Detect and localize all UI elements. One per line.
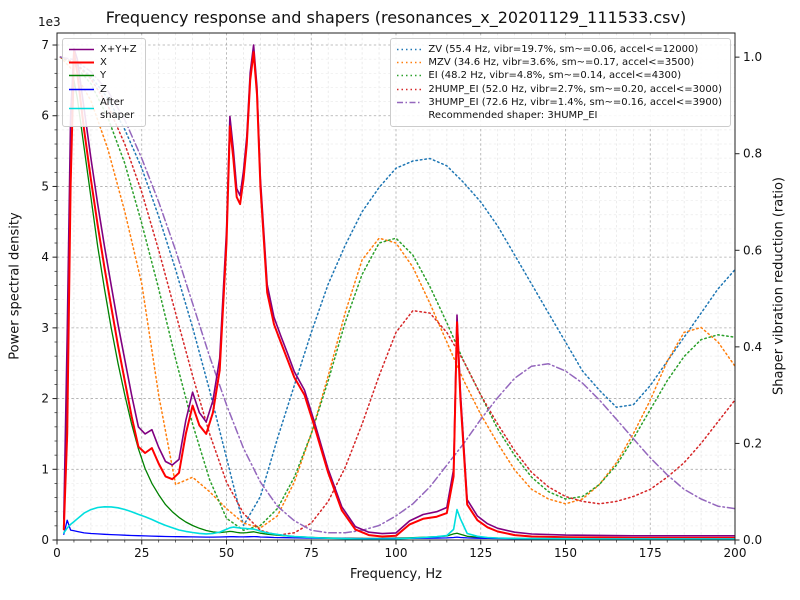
legend-line-sample xyxy=(397,48,423,51)
svg-text:0.2: 0.2 xyxy=(743,436,762,450)
legend-label: Recommended shaper: 3HUMP_EI xyxy=(428,109,598,121)
chart-title: Frequency response and shapers (resonanc… xyxy=(105,8,687,27)
svg-text:6: 6 xyxy=(41,109,49,123)
legend-entry: 2HUMP_EI (52.0 Hz, vibr=2.7%, sm~=0.20, … xyxy=(396,83,722,96)
legend-line-sample xyxy=(397,75,423,77)
svg-text:7: 7 xyxy=(41,38,49,52)
legend-entry: EI (48.2 Hz, vibr=4.8%, sm~=0.14, accel<… xyxy=(396,69,722,82)
svg-text:175: 175 xyxy=(639,546,662,560)
svg-text:1.0: 1.0 xyxy=(743,50,762,64)
legend-line-sample xyxy=(69,88,94,90)
legend-entry: Recommended shaper: 3HUMP_EI xyxy=(396,109,722,122)
svg-text:0: 0 xyxy=(53,546,61,560)
svg-text:3: 3 xyxy=(41,321,49,335)
svg-text:0.4: 0.4 xyxy=(743,340,762,354)
svg-text:1: 1 xyxy=(41,462,49,476)
legend-label: ZV (55.4 Hz, vibr=19.7%, sm~=0.06, accel… xyxy=(428,44,699,55)
legend-line-sample xyxy=(69,48,94,51)
svg-text:75: 75 xyxy=(304,546,319,560)
y-axis-label-left: Power spectral density xyxy=(7,212,23,360)
y-axis-offset-text: 1e3 xyxy=(38,15,61,29)
legend-label: After shaper xyxy=(100,96,135,121)
svg-text:50: 50 xyxy=(219,546,234,560)
series-2HUMP_EI xyxy=(59,56,735,536)
legend-entry: 3HUMP_EI (72.6 Hz, vibr=1.4%, sm~=0.16, … xyxy=(396,96,722,109)
legend-shapers: ZV (55.4 Hz, vibr=19.7%, sm~=0.06, accel… xyxy=(390,38,731,128)
svg-text:0.0: 0.0 xyxy=(743,533,762,547)
series-3HUMP_EI xyxy=(59,56,735,534)
svg-text:100: 100 xyxy=(385,546,408,560)
legend-entry: Z xyxy=(68,83,137,96)
legend-label: X xyxy=(100,57,107,69)
legend-entry: X xyxy=(68,56,137,69)
legend-line-sample xyxy=(69,61,94,64)
legend-blank xyxy=(396,110,423,121)
y-axis-label-right: Shaper vibration reduction (ratio) xyxy=(771,177,787,395)
legend-entry: X+Y+Z xyxy=(68,43,137,56)
series-Y xyxy=(63,79,735,540)
series-MZV xyxy=(59,56,735,529)
axis-ticks: 0 25 50 75 100 125 150 175 200 0 1 2 3 4 5 6 7 0.0 0.2 0.4 0… xyxy=(41,38,762,560)
legend-entry: ZV (55.4 Hz, vibr=19.7%, sm~=0.06, accel… xyxy=(396,43,722,56)
legend-label: MZV (34.6 Hz, vibr=3.6%, sm~=0.17, accel… xyxy=(428,57,695,69)
svg-text:200: 200 xyxy=(724,546,747,560)
legend-label: 3HUMP_EI (72.6 Hz, vibr=1.4%, sm~=0.16, … xyxy=(428,96,722,108)
legend-label: 2HUMP_EI (52.0 Hz, vibr=2.7%, sm~=0.20, … xyxy=(428,83,722,95)
series-ZV xyxy=(59,56,735,527)
legend-label: Y xyxy=(100,70,107,82)
legend-label: X+Y+Z xyxy=(100,44,137,55)
legend-psd: X+Y+Z X Y Z After shaper xyxy=(62,38,146,128)
legend-label: EI (48.2 Hz, vibr=4.8%, sm~=0.14, accel<… xyxy=(428,70,682,82)
legend-line-sample xyxy=(69,108,94,110)
legend-entry: MZV (34.6 Hz, vibr=3.6%, sm~=0.17, accel… xyxy=(396,56,722,69)
legend-line-sample xyxy=(397,61,423,64)
series-EI xyxy=(59,56,735,532)
legend-line-sample xyxy=(69,75,94,77)
legend-line-sample xyxy=(397,101,423,104)
legend-label: Z xyxy=(100,83,107,95)
legend-entry: After shaper xyxy=(68,96,137,122)
svg-text:0: 0 xyxy=(41,533,49,547)
series-Z xyxy=(63,519,735,540)
svg-text:0.6: 0.6 xyxy=(743,243,762,257)
svg-text:0.8: 0.8 xyxy=(743,147,762,161)
series-After-shaper xyxy=(63,506,735,540)
svg-text:2: 2 xyxy=(41,392,49,406)
svg-text:4: 4 xyxy=(41,250,49,264)
svg-text:125: 125 xyxy=(469,546,492,560)
series-X xyxy=(62,51,735,539)
legend-line-sample xyxy=(397,88,423,90)
svg-text:25: 25 xyxy=(134,546,149,560)
svg-text:150: 150 xyxy=(554,546,577,560)
x-axis-label: Frequency, Hz xyxy=(349,567,443,582)
svg-text:5: 5 xyxy=(41,179,49,193)
legend-entry: Y xyxy=(68,69,137,82)
